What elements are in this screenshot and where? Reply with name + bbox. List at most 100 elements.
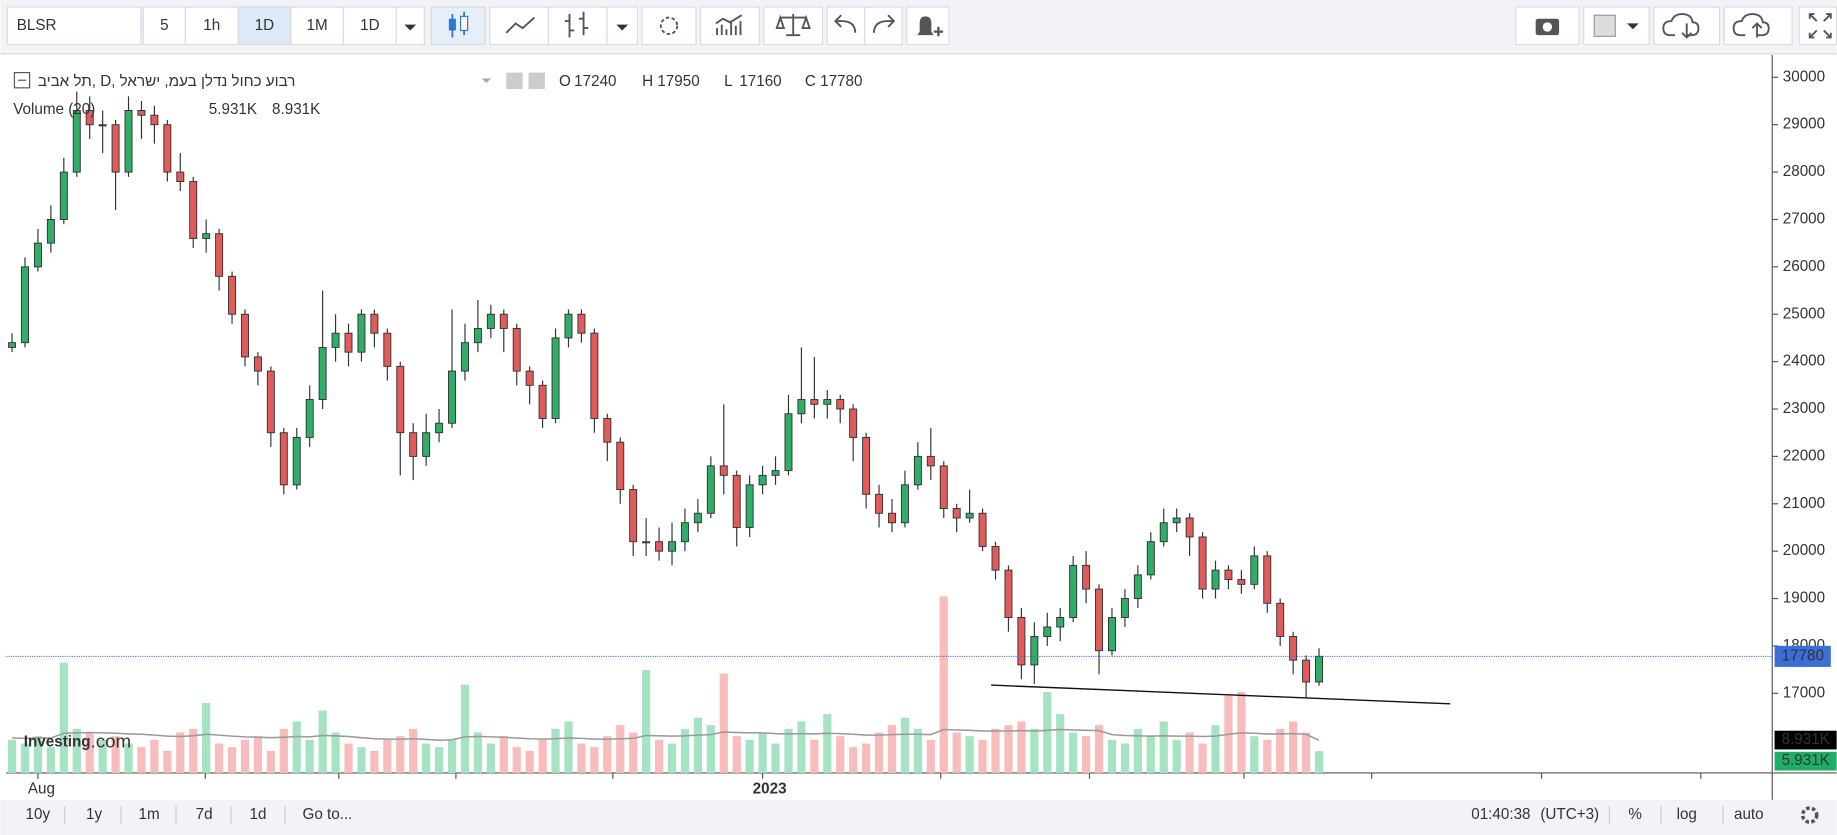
volume-bar [72,728,81,773]
symbol-input[interactable] [6,6,142,46]
ohlc-key: L [724,73,732,90]
candle-body [1030,635,1039,666]
volume-bar [590,747,599,773]
range-button[interactable]: 1m [139,806,160,823]
volume-bar [111,736,120,773]
scale-option[interactable]: auto [1734,806,1764,823]
fullscreen-button[interactable] [1798,6,1837,46]
volume-bar [215,743,224,773]
collapse-icon[interactable] [13,72,31,89]
volume-bar [266,750,275,773]
candle-body [655,541,664,552]
interval-button[interactable] [237,6,292,46]
candle-body [577,313,586,334]
scale-option[interactable]: log [1677,806,1697,823]
volume-bar [227,747,237,773]
footer-settings[interactable] [1800,806,1819,824]
candle-body [1250,555,1259,585]
color-button[interactable] [1583,6,1650,46]
watermark-suffix: .com [91,730,132,751]
candle-body [836,399,845,410]
goto-button[interactable]: Go to... [302,806,352,823]
candle-body [706,465,715,514]
candle-body [189,181,198,239]
symbol: BLSR [17,17,57,34]
redo-button[interactable] [864,6,903,46]
range-button[interactable]: 7d [196,806,213,823]
candle-body [163,124,172,173]
candle-body [59,171,68,220]
candle-body [344,332,353,353]
y-tick-label: 27000 [1783,210,1825,227]
visibility-icon[interactable] [506,72,523,90]
candle-body [1263,555,1272,604]
volume-title: Volume (20) [13,101,95,118]
y-tick-label: 23000 [1783,400,1825,417]
volume-bar [771,743,780,773]
candle-body [292,436,301,486]
candle-body [1082,564,1091,590]
candle-body [1004,569,1013,618]
volume-bar [85,732,94,773]
legend-title: תל אביב, D, רבוע כחול נדלן בעמ, ישראל [38,73,296,90]
timezone: (UTC+3) [1540,806,1599,823]
interval-button[interactable] [184,6,239,46]
candle-body [926,455,935,467]
candle-body [176,171,185,183]
footer-group: 10y 1y 1m 7d 1d Go to... 01:40:38 (UTC+3)% log au… [26,805,1819,825]
volume-bar [1120,743,1130,773]
ohlc-value: 17240 [574,73,616,90]
volume-bar [357,747,366,773]
interval-button[interactable] [142,6,186,46]
candles-icon [460,15,469,32]
candle-body [745,484,754,528]
bars-button[interactable] [547,6,608,46]
volume-bar [784,728,793,773]
candles-icon [448,18,456,31]
volume-bar [1301,732,1311,773]
volume-bar [862,743,871,773]
ohlc-value: 17160 [739,73,781,90]
last-price-box [1774,645,1831,667]
interval-button[interactable] [342,6,397,46]
volume-bar [1069,732,1078,773]
candle-body [253,356,262,372]
undo-button[interactable] [826,6,866,46]
cloud-up-icon [1751,22,1763,38]
y-tick-label: 17000 [1783,684,1825,701]
candle-body [849,408,858,438]
cloud-up-icon [1732,13,1770,37]
volume-bar [1133,728,1142,773]
plot-area [6,55,1773,773]
candle-body [1172,517,1181,524]
settings-button[interactable] [641,6,697,46]
range-button[interactable]: 1d [250,806,267,823]
y-tick-label: 20000 [1783,542,1825,559]
candle-body [538,384,547,419]
range-button[interactable]: 1y [86,806,102,823]
candle-body [460,342,469,372]
trend-line-drawing[interactable] [991,684,1451,705]
volume-bar [1263,739,1272,773]
volume-bar [758,732,767,773]
compare-button[interactable] [763,6,824,46]
candle-body [900,484,909,524]
indicators-button[interactable] [700,6,760,46]
settings-icon[interactable] [528,72,545,90]
candles-button[interactable] [430,6,486,46]
dropdown-arrow [481,78,492,84]
volume-bar [823,714,832,773]
candle-body [616,441,625,491]
volume-bar [1211,725,1220,773]
interval-label: 1D [360,17,379,34]
candle-body [21,266,29,344]
volume-bar [616,725,625,773]
candle-body [668,541,676,552]
candle-body [1302,659,1311,683]
volume-bar [434,747,444,773]
candle-body [603,418,612,443]
candle-body [266,370,275,434]
scale-option[interactable]: % [1628,806,1642,823]
range-button[interactable]: 10y [26,806,51,823]
candle-body [1043,626,1052,637]
